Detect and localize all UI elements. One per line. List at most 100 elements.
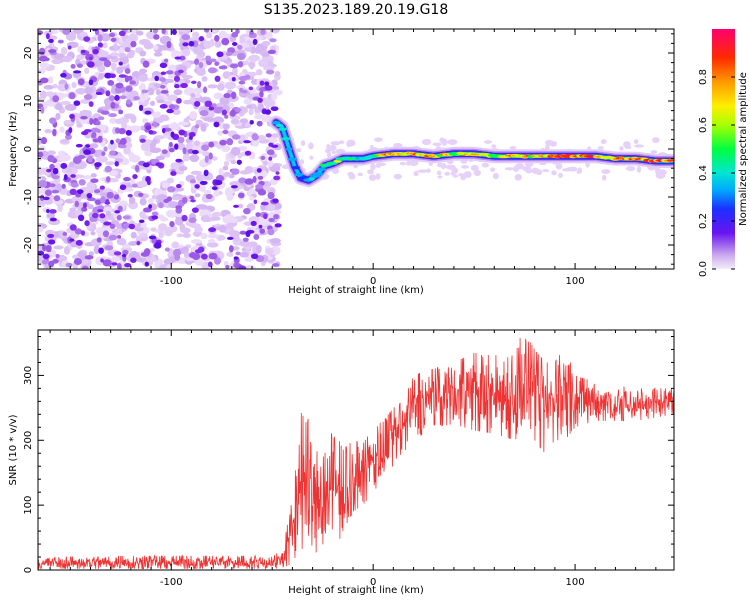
- noise-blob: [509, 146, 517, 150]
- noise-blob: [237, 145, 248, 151]
- noise-blob: [544, 140, 554, 145]
- noise-blob: [77, 214, 85, 222]
- noise-blob: [491, 144, 497, 149]
- noise-blob: [199, 180, 208, 186]
- noise-blob: [42, 244, 47, 252]
- noise-blob: [177, 136, 185, 144]
- noise-blob: [406, 160, 411, 166]
- noise-blob: [76, 123, 83, 128]
- noise-blob: [198, 36, 205, 42]
- noise-blob: [551, 170, 557, 176]
- noise-blob: [214, 179, 223, 186]
- noise-blob: [257, 97, 263, 103]
- noise-blob: [97, 209, 104, 213]
- noise-blob: [203, 86, 208, 94]
- noise-blob: [228, 245, 234, 253]
- noise-blob: [117, 205, 123, 212]
- noise-blob: [597, 146, 604, 151]
- noise-blob: [171, 195, 181, 201]
- noise-blob: [244, 47, 252, 52]
- noise-blob: [43, 198, 53, 205]
- noise-blob: [86, 61, 95, 68]
- noise-blob: [113, 43, 119, 52]
- noise-blob: [69, 188, 77, 196]
- noise-blob: [124, 47, 131, 53]
- ridge-point: [285, 147, 293, 151]
- noise-blob: [652, 137, 660, 144]
- noise-blob: [95, 91, 103, 95]
- noise-blob: [248, 62, 256, 68]
- noise-blob: [53, 195, 61, 202]
- noise-blob: [221, 109, 227, 116]
- noise-blob: [213, 188, 220, 197]
- noise-blob: [49, 217, 57, 222]
- noise-blob: [150, 227, 157, 232]
- noise-blob: [74, 228, 83, 235]
- noise-blob: [119, 184, 127, 191]
- noise-blob: [267, 49, 276, 55]
- noise-blob: [97, 50, 109, 58]
- noise-blob: [166, 94, 179, 102]
- noise-blob: [367, 169, 374, 175]
- noise-blob: [39, 194, 45, 202]
- noise-blob: [461, 164, 469, 169]
- noise-blob: [103, 59, 112, 68]
- noise-blob: [105, 176, 111, 183]
- noise-blob: [230, 118, 240, 125]
- noise-blob: [308, 142, 314, 150]
- noise-blob: [473, 169, 481, 177]
- noise-blob: [239, 240, 251, 247]
- noise-blob: [155, 162, 163, 167]
- noise-blob: [110, 139, 114, 145]
- noise-blob: [259, 90, 264, 98]
- noise-blob: [70, 182, 79, 188]
- noise-blob: [239, 230, 247, 235]
- noise-blob: [94, 162, 102, 167]
- noise-blob: [261, 40, 271, 47]
- noise-blob: [183, 99, 193, 105]
- noise-blob: [481, 162, 489, 168]
- colorbar: 0.0 0.2 0.4 0.6 0.8 Normalized spectral ampl…: [698, 29, 749, 277]
- noise-blob: [194, 92, 201, 99]
- noise-blob: [272, 198, 279, 203]
- noise-blob: [99, 213, 106, 219]
- noise-blob: [124, 68, 131, 75]
- noise-blob: [237, 106, 249, 115]
- noise-blob: [92, 138, 100, 143]
- noise-blob: [211, 186, 218, 191]
- noise-blob: [116, 214, 122, 221]
- noise-blob: [191, 207, 199, 213]
- noise-blob: [238, 177, 247, 184]
- noise-blob: [63, 246, 71, 255]
- noise-blob: [248, 54, 261, 62]
- noise-blob: [123, 113, 136, 119]
- noise-blob: [250, 253, 259, 260]
- noise-blob: [103, 146, 108, 152]
- noise-blob: [84, 220, 90, 227]
- noise-blob: [151, 211, 159, 216]
- noise-blob: [47, 154, 55, 163]
- noise-blob: [211, 211, 222, 217]
- noise-blob: [182, 232, 191, 239]
- noise-blob: [73, 258, 82, 265]
- noise-blob: [244, 178, 254, 185]
- noise-blob: [57, 150, 67, 156]
- noise-blob: [102, 230, 110, 238]
- noise-blob: [180, 83, 188, 89]
- x-tick-label: -100: [160, 577, 183, 588]
- noise-blob: [207, 239, 216, 244]
- y-tick-label: 0: [23, 567, 34, 573]
- noise-blob: [218, 65, 228, 70]
- noise-blob: [600, 139, 607, 145]
- noise-blob: [55, 253, 60, 259]
- noise-blob: [194, 124, 200, 129]
- noise-blob: [152, 121, 158, 128]
- noise-blob: [48, 49, 57, 54]
- noise-blob: [368, 174, 377, 181]
- noise-blob: [144, 110, 152, 115]
- noise-blob: [133, 96, 140, 101]
- noise-blob: [128, 196, 136, 205]
- noise-blob: [49, 117, 57, 124]
- colorbar-gradient: [712, 29, 735, 269]
